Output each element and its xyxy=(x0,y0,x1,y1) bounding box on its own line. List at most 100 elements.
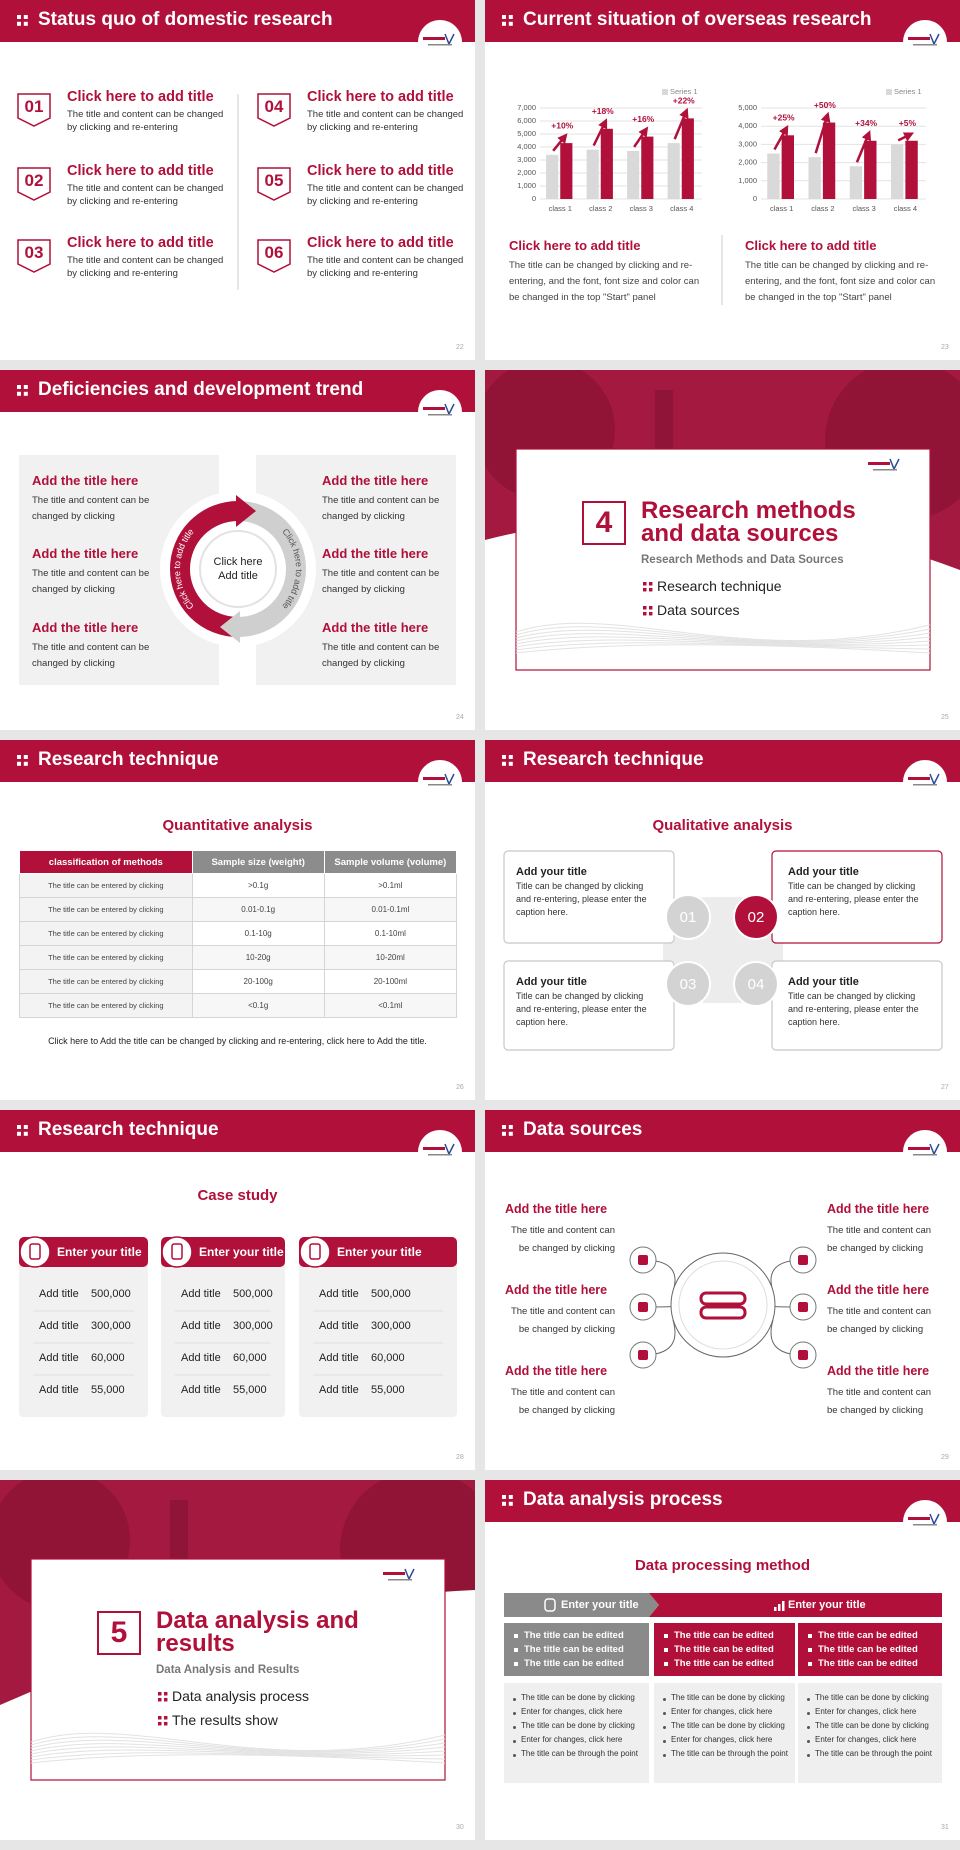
note-item: The title can be done by clicking xyxy=(512,1693,652,1702)
item-title: Click here to add title xyxy=(307,235,454,251)
slide-graphics xyxy=(0,0,475,290)
page-number: 30 xyxy=(456,1824,464,1831)
box-title: Add your title xyxy=(788,976,859,988)
bullet-icon xyxy=(23,761,28,766)
bullet-icon xyxy=(502,1501,506,1506)
header-icon xyxy=(778,1604,781,1611)
item-title: Add the title here xyxy=(827,1364,930,1378)
card-wave xyxy=(30,1736,446,1752)
bullet-icon xyxy=(17,761,21,766)
item-number: 04 xyxy=(264,97,284,116)
highlight-item: The title can be edited xyxy=(514,1630,624,1641)
row-label: Add title xyxy=(181,1320,221,1332)
card-icon-shape xyxy=(171,1243,183,1260)
annotation: +50% xyxy=(814,100,836,110)
page-number: 27 xyxy=(941,1084,949,1091)
box-number: 03 xyxy=(680,976,697,993)
table-cell: 20-100g xyxy=(191,969,325,994)
bullet-icon xyxy=(23,15,28,19)
header-bar xyxy=(485,0,960,42)
item-text: The title and content can be changed by … xyxy=(322,568,440,595)
page-number: 26 xyxy=(456,1084,464,1091)
row-value: 55,000 xyxy=(91,1384,125,1396)
cycle-arc-gray xyxy=(237,501,306,637)
bullet-icon xyxy=(158,1721,162,1726)
page-number: 24 xyxy=(456,714,464,721)
table-row: The title can be entered by clicking 0.01… xyxy=(19,897,458,922)
logo-mark xyxy=(908,1147,930,1150)
section-bullet: Data sources xyxy=(657,602,740,618)
row-label: Add title xyxy=(39,1288,79,1300)
logo-badge xyxy=(903,1130,947,1174)
bullet-icon xyxy=(502,15,506,19)
slide-graphics xyxy=(485,370,960,730)
card-wave xyxy=(30,1754,446,1764)
bullet-icon xyxy=(648,582,653,586)
table-cell: 10-20g xyxy=(191,945,325,970)
slide-title: Data sources xyxy=(523,1119,643,1140)
bar xyxy=(891,144,904,199)
table-cell: The title can be entered by clicking xyxy=(19,897,193,922)
logo-mark xyxy=(428,1154,452,1156)
y-tick-label: 0 xyxy=(753,194,757,203)
item-text: The title and content can be changed by … xyxy=(322,642,440,669)
row-label: Add title xyxy=(319,1320,359,1332)
note-item: Enter for changes, click here xyxy=(512,1735,652,1744)
y-tick-label: 4,000 xyxy=(517,142,536,151)
logo-mark xyxy=(908,37,930,40)
node-icon xyxy=(798,1350,808,1360)
caption-text: The title can be changed by clicking and… xyxy=(509,260,700,303)
row-value: 60,000 xyxy=(91,1352,125,1364)
section-bullet: The results show xyxy=(172,1712,278,1728)
data-table: classification of methods Sample size (we… xyxy=(19,850,458,1018)
item-title: Add the title here xyxy=(505,1364,608,1378)
card-wave xyxy=(30,1743,446,1754)
slide: 0 1,000 2,000 3,000 4,000 5,000 6,000 7,000 clas… xyxy=(485,0,960,360)
number-circle xyxy=(733,961,779,1007)
number-badge xyxy=(17,93,51,127)
bullet-icon xyxy=(163,1716,168,1720)
x-tick-label: class 1 xyxy=(549,204,572,213)
item-title: Click here to add title xyxy=(67,89,214,105)
card-wave xyxy=(30,1739,446,1753)
bullet-icon xyxy=(163,1692,168,1696)
row-value: 500,000 xyxy=(371,1288,411,1300)
bullet-icon xyxy=(502,1495,506,1499)
section-title: Research methods and data sources xyxy=(641,497,856,547)
caption-text: The title can be changed by clicking and… xyxy=(745,260,936,303)
page-number: 22 xyxy=(456,344,464,351)
row-value: 300,000 xyxy=(91,1320,131,1332)
item-title: Add the title here xyxy=(505,1202,608,1216)
center-label: Click here Add title xyxy=(213,556,263,582)
table-header-cell: classification of methods xyxy=(19,850,193,874)
logo-mark xyxy=(423,777,445,780)
x-tick-label: class 1 xyxy=(770,204,793,213)
item-title: Click here to add title xyxy=(307,163,454,179)
note-item: The title can be through the point xyxy=(806,1749,945,1758)
card-wave xyxy=(30,1752,446,1761)
box-title: Add your title xyxy=(516,976,587,988)
header-bar xyxy=(0,0,475,42)
item-text: The title and content can be changed by … xyxy=(67,109,224,133)
bullet-icon xyxy=(508,761,513,766)
note-item: The title can be done by clicking xyxy=(806,1721,945,1730)
item-text: The title and content can be changed by … xyxy=(510,1306,615,1335)
cycle-arrow xyxy=(236,495,256,527)
bar xyxy=(627,150,640,199)
card-body xyxy=(19,1260,148,1417)
box-text: Title can be changed by clicking and re-… xyxy=(516,991,647,1027)
table-cell: The title can be entered by clicking xyxy=(19,873,193,898)
y-tick-label: 5,000 xyxy=(517,129,536,138)
note-item: Enter for changes, click here xyxy=(662,1707,798,1716)
slide-graphics xyxy=(0,740,475,804)
item-text: The title and content can be changed by … xyxy=(32,495,150,522)
slide-title: Research technique xyxy=(523,749,704,770)
note-item: Enter for changes, click here xyxy=(806,1707,945,1716)
header-label: Enter your title xyxy=(788,1599,866,1611)
slide-graphics: 0 1,000 2,000 3,000 4,000 5,000 6,000 7,000 clas… xyxy=(485,0,960,305)
logo-mark xyxy=(423,1147,445,1150)
logo-badge xyxy=(903,20,947,64)
highlight-box xyxy=(798,1623,942,1676)
table-row: The title can be entered by clicking <0.1… xyxy=(19,993,458,1018)
